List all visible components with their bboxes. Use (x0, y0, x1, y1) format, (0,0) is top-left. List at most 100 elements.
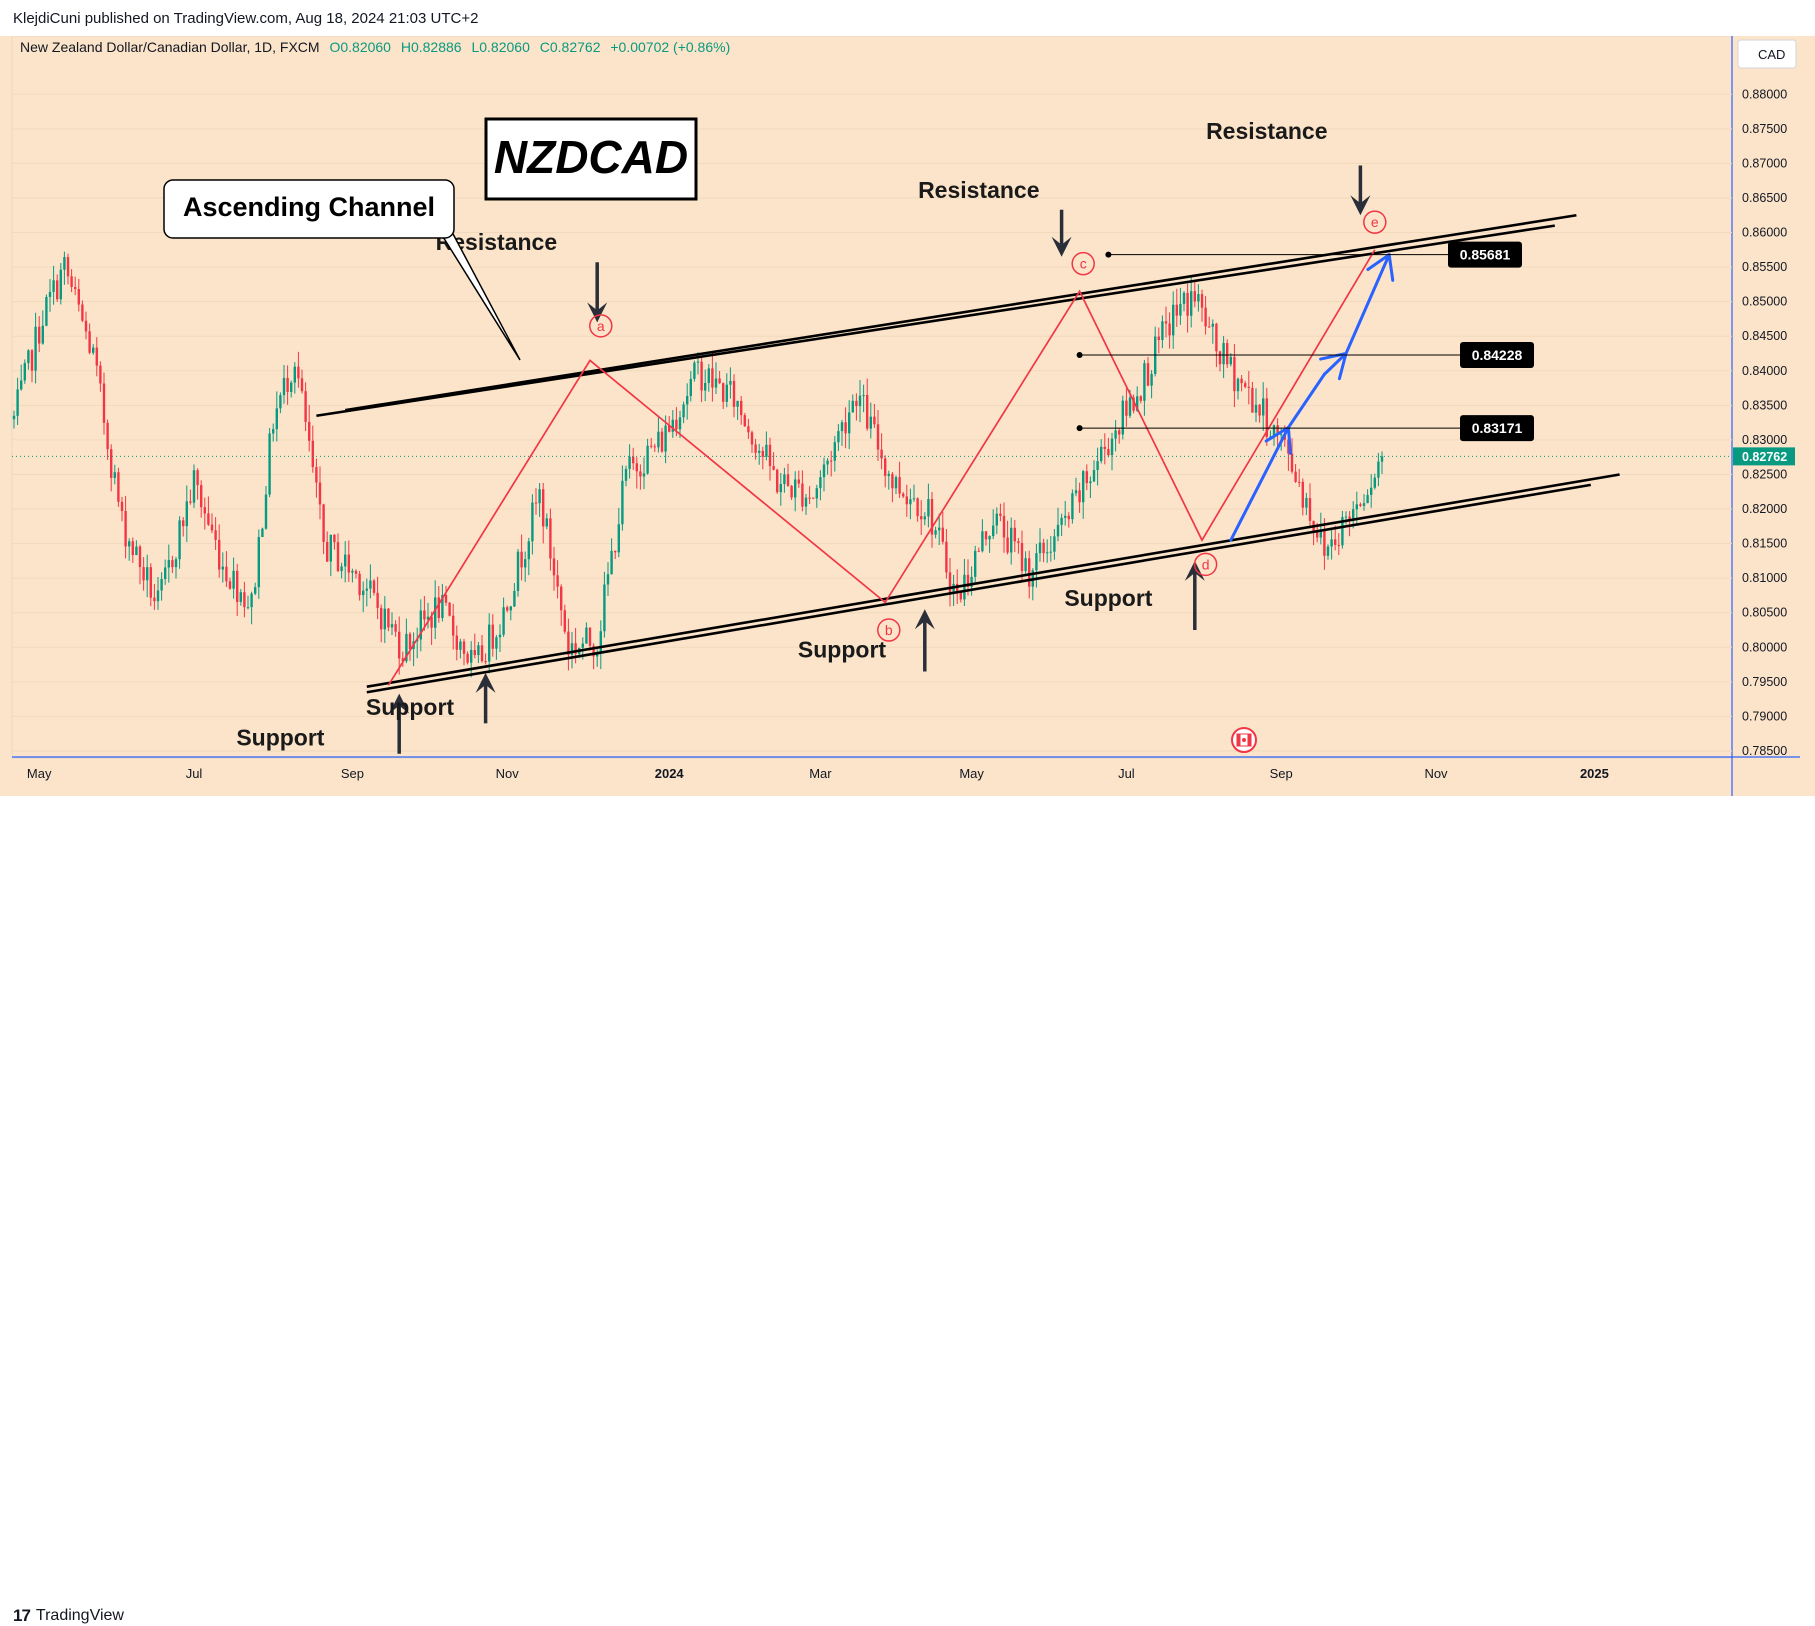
candle-345 (1254, 388, 1258, 423)
candle-145 (534, 488, 538, 515)
candle-body (358, 573, 361, 596)
candle-358 (1301, 478, 1304, 516)
target-levels[interactable]: 0.85681 0.84228 0.83171 (1076, 241, 1534, 442)
candle-107 (398, 616, 401, 675)
arrow-down-2-head (1350, 195, 1371, 216)
candle-body (452, 615, 455, 636)
price-axis[interactable]: 0.88000 0.87500 0.87000 0.86500 0.86000 0.855… (1733, 87, 1795, 758)
candle-body (876, 424, 880, 450)
candle-216 (790, 484, 793, 501)
candle-277 (1010, 517, 1013, 565)
arrow-up-2-head (914, 609, 935, 630)
candle-194 (711, 352, 714, 402)
price-grid (12, 93, 1732, 752)
candle-body (488, 624, 491, 662)
price-tick-5: 0.85500 (1742, 260, 1787, 274)
candle-337 (1226, 339, 1229, 368)
candle-124 (459, 638, 462, 659)
wave-labels[interactable]: a b c d e (589, 210, 1387, 642)
candle-body (732, 380, 736, 407)
candle-125 (462, 638, 466, 666)
candle-330 (1200, 289, 1204, 322)
candle-170 (624, 465, 628, 487)
candle-300 (1092, 460, 1096, 482)
callout-box (163, 179, 455, 239)
level-badge-2 (1460, 415, 1534, 442)
candle-body (1226, 343, 1229, 365)
time-axis[interactable]: May Jul Sep Nov 2024 Mar May Jul Sep Nov 2025 (27, 766, 1609, 781)
candle-body (63, 257, 66, 270)
candle-body (1010, 527, 1013, 553)
candle-body (1056, 524, 1060, 537)
candle-body (1290, 453, 1294, 472)
candle-93 (347, 540, 350, 582)
candle-body (290, 382, 293, 392)
candle-body (1053, 536, 1056, 552)
candle-105 (390, 612, 394, 636)
chart-area[interactable]: 0.85681 0.84228 0.83171 a b c d e Resistance Re… (0, 35, 1815, 796)
arrow-down-0-head (587, 302, 608, 323)
symbol-legend[interactable]: New Zealand Dollar/Canadian Dollar, 1D, … (20, 39, 730, 55)
candle-body (617, 524, 620, 553)
candle-body (462, 641, 466, 654)
annotation-arrows[interactable] (389, 165, 1371, 754)
arrow-down-1 (1051, 209, 1072, 257)
ohlc-low: L0.82060 (471, 39, 530, 55)
candle-176 (646, 438, 649, 475)
candle-body (1319, 529, 1322, 538)
candle-body (603, 584, 606, 632)
candle-body (1229, 356, 1232, 365)
chart-canvas[interactable]: 0.85681 0.84228 0.83171 a b c d e Resistance Re… (0, 35, 1815, 796)
candle-213 (779, 473, 782, 506)
candle-9 (45, 294, 48, 327)
footer-brand: TradingView (35, 1607, 124, 1624)
candle-body (477, 645, 480, 656)
ohlc-close: C0.82762 (540, 39, 601, 55)
candle-165 (606, 562, 610, 596)
title-box[interactable]: NZDCAD (484, 117, 698, 201)
candle-380 (1380, 451, 1384, 474)
candle-body (340, 566, 343, 572)
candle-body (981, 531, 984, 552)
candle-body (1020, 543, 1024, 572)
event-marker[interactable] (1231, 727, 1257, 753)
candle-body (228, 581, 232, 589)
candle-body (948, 572, 952, 593)
currency-label: CAD (1758, 47, 1785, 62)
candle-43 (167, 544, 170, 583)
candle-190 (696, 352, 700, 375)
candle-body (264, 494, 268, 529)
ascending-channel-callout[interactable]: Ascending Channel (163, 179, 521, 361)
candle-67 (254, 582, 257, 596)
candle-body (851, 400, 854, 413)
candle-body (552, 558, 556, 576)
candle-body (351, 570, 354, 573)
candle-2 (20, 364, 23, 391)
ascending-channel-lines[interactable] (316, 213, 1620, 694)
candle-body (1215, 323, 1218, 352)
candle-body (185, 501, 188, 527)
candle-body (203, 507, 206, 514)
candle-body (830, 460, 833, 462)
tradingview-logo[interactable]: 17 TradingView (13, 1606, 124, 1626)
candle-body (81, 304, 84, 321)
time-tick-3: Nov (496, 766, 520, 781)
wave-zigzag[interactable] (387, 249, 1376, 686)
price-tick-16: 0.80000 (1742, 640, 1787, 654)
candle-body (650, 445, 653, 447)
time-tick-0: May (27, 766, 52, 781)
candle-186 (682, 401, 685, 424)
candle-body (473, 649, 476, 656)
price-tick-1: 0.87500 (1742, 122, 1787, 136)
currency-button[interactable]: CAD (1737, 39, 1797, 69)
candle-body (444, 594, 448, 603)
candle-42 (164, 559, 167, 585)
candle-86 (322, 503, 325, 555)
candle-body (502, 607, 505, 635)
candle-body (272, 429, 275, 434)
candle-147 (542, 482, 545, 544)
candle-body (858, 395, 862, 407)
price-tick-4: 0.86000 (1742, 226, 1787, 240)
candle-313 (1139, 395, 1142, 404)
candle-235 (858, 380, 862, 423)
